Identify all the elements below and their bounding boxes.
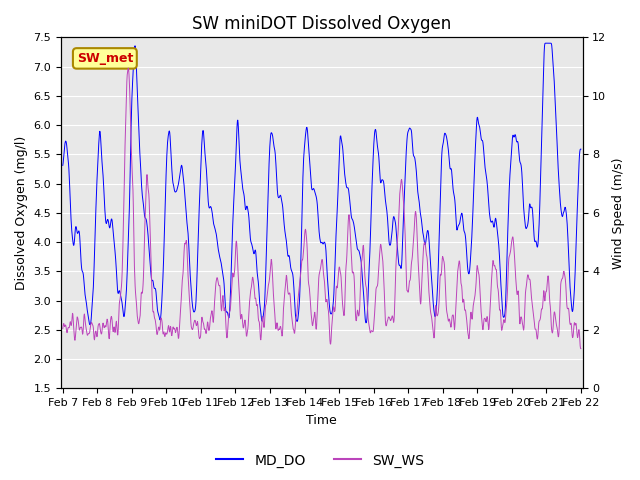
SW_WS (516, 321, 524, 326)
MD_DO (59, 163, 67, 168)
MD_DO (232, 142, 240, 147)
Y-axis label: Wind Speed (m/s): Wind Speed (m/s) (612, 157, 625, 269)
SW_WS (175, 336, 182, 341)
Y-axis label: Dissolved Oxygen (mg/l): Dissolved Oxygen (mg/l) (15, 136, 28, 290)
MD_DO (470, 182, 478, 188)
MD_DO (86, 322, 94, 327)
MD_DO (516, 157, 524, 163)
MD_DO (162, 183, 170, 189)
Legend: MD_DO, SW_WS: MD_DO, SW_WS (210, 448, 430, 473)
Line: MD_DO: MD_DO (63, 43, 581, 324)
SW_WS (124, 65, 132, 71)
MD_DO (175, 181, 182, 187)
Text: SW_met: SW_met (77, 52, 133, 65)
Title: SW miniDOT Dissolved Oxygen: SW miniDOT Dissolved Oxygen (192, 15, 451, 33)
MD_DO (577, 146, 585, 152)
MD_DO (403, 149, 410, 155)
SW_WS (403, 272, 410, 277)
MD_DO (542, 40, 550, 46)
SW_WS (232, 238, 240, 244)
SW_WS (59, 325, 67, 331)
SW_WS (162, 330, 170, 336)
Line: SW_WS: SW_WS (63, 68, 581, 348)
SW_WS (577, 346, 585, 351)
SW_WS (470, 299, 478, 304)
X-axis label: Time: Time (307, 414, 337, 427)
